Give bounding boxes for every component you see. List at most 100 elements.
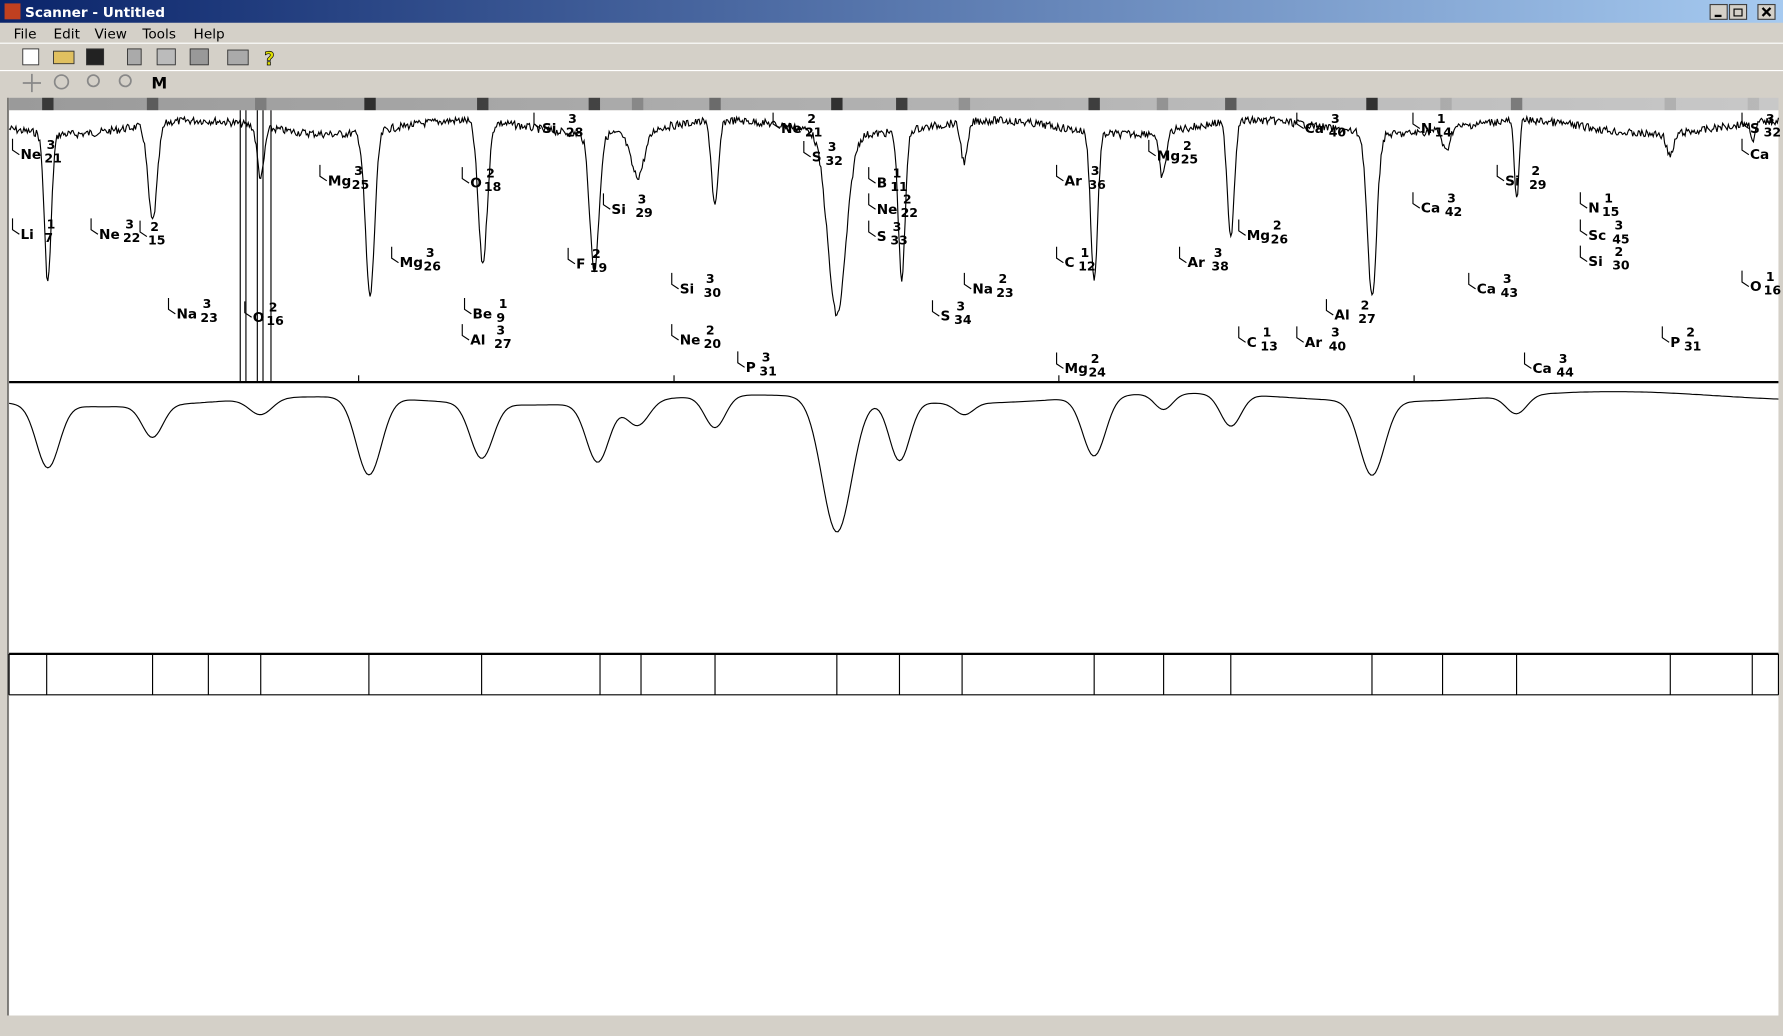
mass-number: 18 (484, 179, 501, 194)
strip-band (255, 98, 266, 111)
menu-item[interactable]: View (95, 27, 127, 43)
element-symbol: Si (1588, 254, 1603, 270)
mass-number: 27 (1358, 311, 1375, 326)
element-symbol: Mg (1157, 148, 1180, 164)
cut-button[interactable] (128, 49, 142, 65)
element-symbol: Si (542, 121, 557, 137)
app-window: Scanner - Untitled FileEditViewToolsHelp… (0, 0, 1783, 1036)
element-symbol: Li (20, 227, 33, 243)
mass-number: 32 (825, 153, 842, 168)
element-symbol: S (940, 309, 950, 325)
menu-item[interactable]: Tools (141, 27, 176, 43)
element-symbol: Si (1505, 173, 1520, 189)
mass-number: 14 (1435, 124, 1453, 139)
element-symbol: C (1247, 335, 1257, 351)
menu-item[interactable]: Help (194, 27, 225, 43)
title-bar (0, 0, 1783, 23)
mass-number: 7 (44, 230, 53, 245)
help-button[interactable]: ? (264, 49, 275, 70)
mass-number: 23 (996, 285, 1013, 300)
strip-band (477, 98, 488, 111)
strip-band (1511, 98, 1522, 111)
restore-button[interactable] (1729, 5, 1746, 20)
mass-number: 29 (635, 205, 652, 220)
open-button[interactable] (54, 51, 74, 64)
element-symbol: S (877, 229, 887, 245)
mass-number: 12 (1078, 259, 1095, 274)
element-symbol: Mg (400, 255, 423, 271)
element-symbol: N (1588, 201, 1599, 217)
element-symbol: Sc (1588, 228, 1606, 244)
strip-band (1366, 98, 1377, 111)
element-symbol: S (1750, 121, 1760, 137)
element-symbol: P (746, 360, 756, 376)
element-symbol: Ca (1533, 361, 1552, 377)
element-symbol: Ca (1750, 147, 1769, 163)
mass-number: 26 (424, 259, 442, 274)
element-symbol: O (1750, 279, 1762, 295)
menu-item[interactable]: File (14, 27, 37, 43)
mass-number: 40 (1329, 124, 1347, 139)
element-symbol: P (1670, 335, 1680, 351)
element-symbol: Ne (680, 333, 701, 349)
mode-button[interactable]: M (151, 74, 167, 93)
mass-number: 44 (1556, 364, 1574, 379)
element-symbol: Ne (99, 227, 120, 243)
page: {"window":{"title":"Scanner - Untitled"}… (0, 0, 1783, 1036)
minimize-button[interactable] (1710, 5, 1727, 20)
element-symbol: Ar (1188, 255, 1206, 271)
mass-number: 13 (1260, 338, 1277, 353)
mass-number: 24 (1088, 364, 1106, 379)
mass-number: 33 (890, 233, 907, 248)
app-icon (5, 3, 21, 19)
status-bar (0, 1016, 1783, 1036)
strip-band (147, 98, 158, 111)
mass-number: 22 (123, 230, 140, 245)
mass-number: 42 (1445, 204, 1462, 219)
mass-number: 43 (1501, 285, 1518, 300)
element-symbol: Si (611, 202, 626, 218)
mass-number: 31 (1684, 338, 1701, 353)
strip-band (959, 98, 970, 111)
element-symbol: Mg (1065, 361, 1088, 377)
strip-band (1088, 98, 1099, 111)
strip-band (364, 98, 375, 111)
element-symbol: Be (473, 306, 493, 322)
element-symbol: Mg (1247, 228, 1270, 244)
paste-button[interactable] (190, 49, 208, 65)
mass-number: 32 (1764, 124, 1781, 139)
mass-number: 34 (954, 312, 972, 327)
strip-band (1748, 98, 1759, 111)
mass-number: 28 (566, 124, 583, 139)
strip-band (831, 98, 842, 111)
element-symbol: F (576, 256, 585, 272)
menu-item[interactable]: Edit (54, 27, 81, 43)
mass-number: 16 (266, 313, 284, 328)
element-symbol: N (1421, 121, 1432, 137)
mass-number: 25 (352, 177, 369, 192)
mass-number: 40 (1329, 338, 1347, 353)
mass-number: 23 (200, 310, 217, 325)
element-symbol: Mg (328, 173, 351, 189)
save-button[interactable] (87, 49, 104, 65)
mass-number: 30 (1612, 258, 1630, 273)
strip-band (896, 98, 907, 111)
mass-number: 20 (704, 336, 722, 351)
element-symbol: Ca (1477, 281, 1496, 297)
mass-number: 15 (148, 233, 165, 248)
window-controls (1710, 5, 1775, 20)
element-symbol: Ca (1421, 201, 1440, 217)
element-symbol: Na (972, 281, 993, 297)
element-symbol: O (253, 310, 265, 326)
copy-button[interactable] (157, 49, 175, 65)
strip-band (1665, 98, 1676, 111)
mass-number: 36 (1088, 177, 1106, 192)
element-symbol: Ne (781, 121, 802, 137)
strip-band (1157, 98, 1168, 111)
print-button[interactable] (228, 50, 248, 65)
strip-band (42, 98, 53, 111)
element-symbol: Ne (20, 147, 41, 163)
new-button[interactable] (23, 49, 39, 65)
element-symbol: Ca (1305, 121, 1324, 137)
mass-number: 26 (1271, 231, 1289, 246)
